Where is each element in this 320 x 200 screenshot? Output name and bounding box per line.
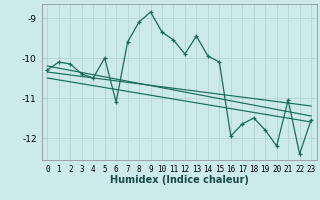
X-axis label: Humidex (Indice chaleur): Humidex (Indice chaleur) xyxy=(110,175,249,185)
